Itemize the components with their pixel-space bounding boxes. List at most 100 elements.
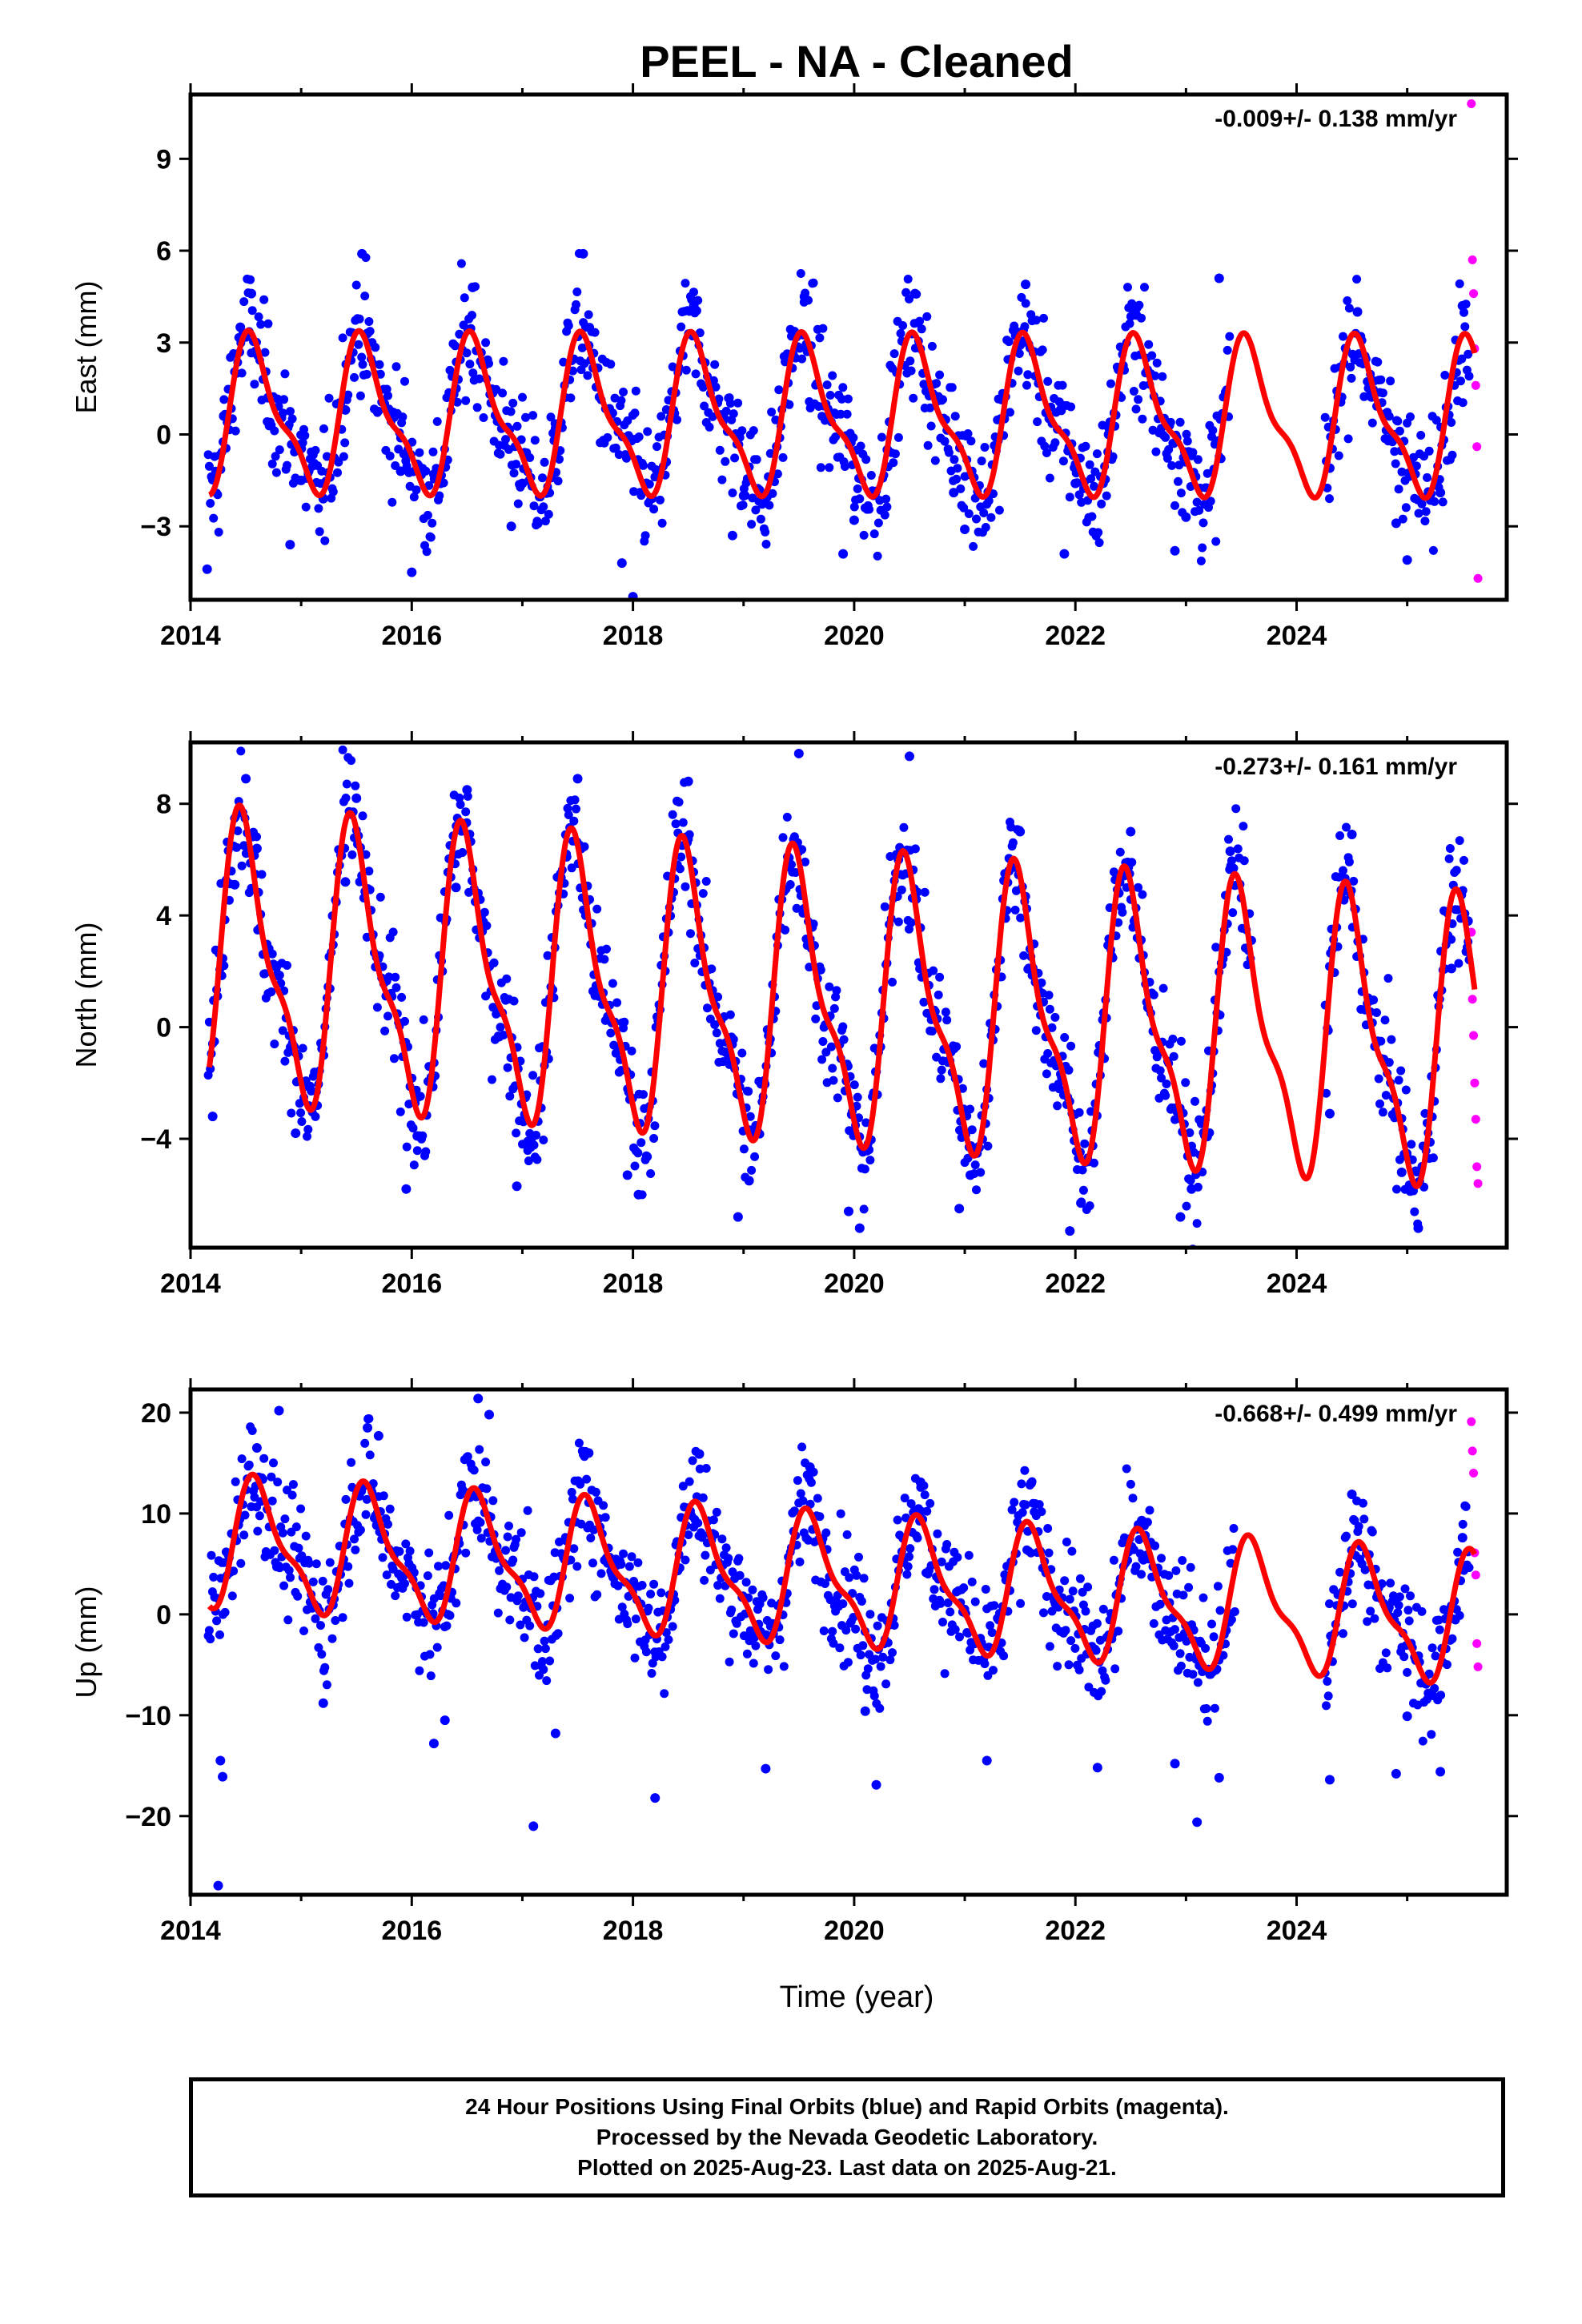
up-daily-point bbox=[301, 1531, 311, 1541]
up-daily-point bbox=[591, 1487, 600, 1497]
north-y-tick-label: 0 bbox=[156, 1013, 171, 1043]
north-daily-point bbox=[1161, 1091, 1170, 1100]
up-daily-point bbox=[355, 1526, 365, 1534]
north-daily-point bbox=[922, 1008, 932, 1018]
north-daily-point bbox=[678, 818, 688, 827]
up-daily-point bbox=[775, 1635, 785, 1645]
north-daily-point bbox=[832, 986, 841, 995]
up-daily-point bbox=[617, 1602, 627, 1612]
up-daily-point bbox=[1213, 1582, 1223, 1591]
east-final-point bbox=[506, 521, 516, 532]
north-daily-point bbox=[1066, 1041, 1076, 1051]
north-daily-point bbox=[1447, 935, 1456, 944]
up-daily-point bbox=[1126, 1479, 1135, 1489]
east-daily-point bbox=[606, 360, 616, 369]
up-daily-point bbox=[863, 1664, 873, 1674]
north-daily-point bbox=[698, 889, 708, 899]
east-daily-point bbox=[681, 365, 691, 375]
north-daily-point bbox=[828, 1063, 837, 1073]
east-daily-point bbox=[280, 369, 290, 379]
east-daily-point bbox=[1430, 497, 1439, 506]
up-daily-point bbox=[1322, 1701, 1331, 1711]
up-daily-point bbox=[379, 1491, 388, 1501]
north-daily-point bbox=[811, 1014, 821, 1023]
north-daily-point bbox=[1090, 1158, 1098, 1168]
north-daily-point bbox=[627, 1046, 636, 1055]
up-daily-point bbox=[999, 1651, 1009, 1661]
up-daily-point bbox=[1339, 1629, 1347, 1638]
up-daily-point bbox=[1201, 1643, 1211, 1653]
north-daily-point bbox=[1342, 822, 1351, 832]
north-final-point bbox=[340, 877, 351, 887]
north-daily-point bbox=[1074, 1108, 1084, 1117]
up-daily-point bbox=[905, 1552, 913, 1562]
east-daily-point bbox=[747, 520, 757, 529]
up-daily-point bbox=[681, 1555, 690, 1565]
east-daily-point bbox=[498, 388, 508, 398]
north-daily-point bbox=[826, 1042, 836, 1051]
east-daily-point bbox=[1144, 340, 1154, 349]
north-daily-point bbox=[509, 996, 519, 1006]
up-daily-point bbox=[287, 1490, 297, 1500]
up-daily-point bbox=[311, 1559, 321, 1569]
up-daily-point bbox=[724, 1554, 733, 1563]
north-daily-point bbox=[388, 927, 398, 937]
up-daily-point bbox=[1042, 1592, 1051, 1601]
east-daily-point bbox=[1020, 322, 1030, 332]
north-plot-area bbox=[203, 745, 1483, 1248]
east-rapid-point bbox=[1472, 442, 1482, 452]
east-daily-point bbox=[1158, 372, 1167, 381]
east-daily-point bbox=[273, 394, 283, 404]
up-daily-point bbox=[278, 1528, 287, 1538]
north-daily-point bbox=[1401, 1085, 1411, 1095]
east-final-point bbox=[1435, 488, 1446, 498]
east-rapid-point bbox=[1467, 99, 1476, 108]
up-daily-point bbox=[588, 1558, 597, 1568]
up-daily-point bbox=[889, 1621, 899, 1630]
east-daily-point bbox=[889, 458, 898, 468]
up-daily-point bbox=[721, 1543, 731, 1553]
up-daily-point bbox=[922, 1506, 932, 1516]
up-daily-point bbox=[1360, 1565, 1370, 1574]
east-plot-area bbox=[202, 99, 1483, 600]
up-final-point bbox=[1192, 1817, 1203, 1827]
north-daily-point bbox=[419, 1015, 428, 1024]
north-daily-point bbox=[237, 861, 247, 870]
north-daily-point bbox=[712, 1028, 721, 1038]
north-final-point bbox=[1225, 846, 1235, 856]
north-daily-point bbox=[880, 902, 889, 911]
north-daily-point bbox=[233, 826, 243, 835]
east-daily-point bbox=[1393, 416, 1403, 426]
north-daily-point bbox=[838, 1022, 848, 1031]
up-daily-point bbox=[940, 1669, 950, 1679]
up-daily-point bbox=[624, 1562, 634, 1571]
up-daily-point bbox=[1226, 1558, 1235, 1568]
east-daily-point bbox=[721, 406, 731, 416]
up-daily-point bbox=[538, 1657, 547, 1667]
footer-line-2: Processed by the Nevada Geodetic Laborat… bbox=[596, 2125, 1098, 2149]
east-daily-point bbox=[979, 509, 989, 517]
north-final-point bbox=[1396, 1167, 1407, 1177]
east-daily-point bbox=[1040, 441, 1050, 451]
up-daily-point bbox=[1436, 1691, 1446, 1700]
up-daily-point bbox=[1037, 1507, 1046, 1517]
east-daily-point bbox=[809, 278, 818, 287]
north-daily-point bbox=[1381, 1091, 1391, 1100]
north-daily-point bbox=[1335, 831, 1345, 840]
north-final-point bbox=[965, 1170, 975, 1180]
east-daily-point bbox=[1004, 337, 1014, 347]
east-daily-point bbox=[1193, 455, 1203, 464]
up-final-point bbox=[1391, 1768, 1401, 1779]
up-daily-point bbox=[1018, 1508, 1027, 1518]
east-daily-point bbox=[412, 485, 421, 495]
east-daily-point bbox=[496, 449, 505, 459]
north-daily-point bbox=[296, 1108, 306, 1118]
footer-line-3: Plotted on 2025-Aug-23. Last data on 202… bbox=[577, 2155, 1117, 2180]
up-daily-point bbox=[1066, 1636, 1076, 1646]
up-daily-point bbox=[1427, 1643, 1437, 1653]
up-final-point bbox=[373, 1430, 383, 1441]
north-daily-point bbox=[725, 1010, 735, 1019]
north-daily-point bbox=[303, 1124, 313, 1134]
east-daily-point bbox=[898, 321, 908, 330]
east-daily-point bbox=[374, 406, 383, 416]
